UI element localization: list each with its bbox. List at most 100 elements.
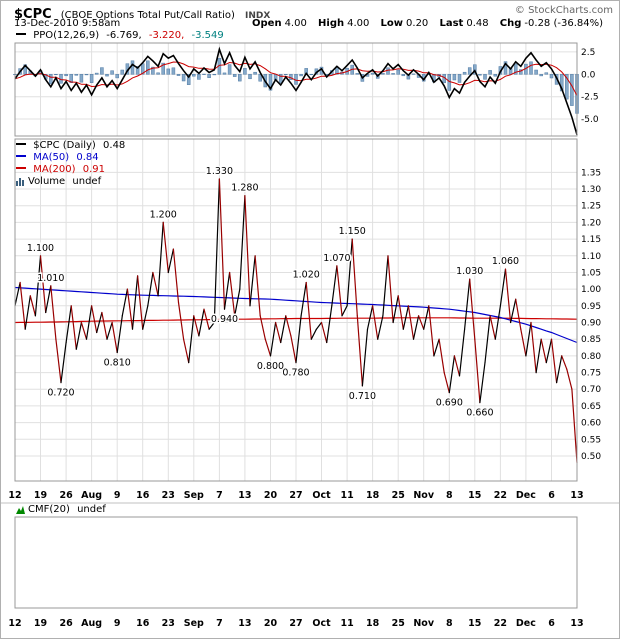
svg-text:0.710: 0.710	[349, 391, 376, 402]
svg-text:20: 20	[264, 490, 278, 501]
price-label: $CPC (Daily)	[33, 140, 96, 151]
svg-text:Dec: Dec	[516, 618, 536, 629]
svg-text:7: 7	[216, 490, 223, 501]
svg-text:13: 13	[238, 490, 251, 501]
svg-text:0.660: 0.660	[466, 408, 493, 419]
volume-icon	[16, 177, 24, 186]
ma200-line-marker	[16, 167, 26, 169]
copyright-text: © StockCharts.com	[514, 5, 613, 16]
svg-text:1.070: 1.070	[323, 253, 350, 264]
svg-text:1.25: 1.25	[581, 202, 601, 212]
volume-label: Volume	[28, 176, 66, 187]
symbol-description: (CBOE Options Total Put/Call Ratio)	[60, 10, 235, 21]
low-label: Low	[380, 18, 404, 29]
svg-text:Oct: Oct	[312, 618, 331, 629]
svg-text:Sep: Sep	[184, 490, 204, 501]
svg-text:-2.5: -2.5	[581, 93, 599, 103]
quote-summary: Open 4.00 High 4.00 Low 0.20 Last 0.48 Chg -0…	[252, 18, 603, 29]
svg-text:7: 7	[216, 618, 223, 629]
chart-datetime: 13-Dec-2010 9:58am	[14, 18, 121, 29]
svg-text:0.800: 0.800	[257, 361, 284, 372]
svg-text:19: 19	[34, 618, 47, 629]
svg-text:Dec: Dec	[516, 490, 536, 501]
svg-text:0.90: 0.90	[581, 319, 601, 329]
svg-text:2.5: 2.5	[581, 48, 595, 58]
svg-text:6: 6	[548, 490, 555, 501]
exchange-label: INDX	[244, 11, 271, 21]
svg-text:0.0: 0.0	[581, 70, 596, 80]
svg-text:16: 16	[136, 490, 150, 501]
cmf-icon	[16, 505, 25, 514]
price-line-marker	[16, 143, 26, 145]
svg-text:1.10: 1.10	[581, 252, 601, 262]
svg-text:0.690: 0.690	[436, 398, 463, 409]
svg-text:0.60: 0.60	[581, 419, 601, 429]
ma50-value: 0.84	[76, 152, 99, 163]
cmf-label: CMF(20)	[28, 504, 70, 515]
svg-text:1.150: 1.150	[339, 226, 366, 237]
svg-text:13: 13	[570, 618, 583, 629]
high-label: High	[318, 18, 345, 29]
svg-text:Sep: Sep	[184, 618, 204, 629]
svg-text:6: 6	[548, 618, 555, 629]
svg-text:1.330: 1.330	[206, 166, 233, 177]
svg-text:1.200: 1.200	[150, 209, 177, 220]
svg-text:25: 25	[392, 490, 405, 501]
svg-text:8: 8	[446, 490, 453, 501]
svg-text:-5.0: -5.0	[581, 115, 599, 125]
svg-text:1.05: 1.05	[581, 269, 601, 279]
ma200-value: 0.91	[82, 164, 105, 175]
svg-text:8: 8	[446, 618, 453, 629]
ppo-value: -6.769,	[106, 30, 142, 41]
ma50-line-marker	[16, 155, 26, 157]
chart-title: $CPC (CBOE Options Total Put/Call Ratio)…	[14, 3, 270, 22]
svg-text:22: 22	[494, 490, 507, 501]
volume-value: undef	[72, 176, 102, 187]
svg-text:22: 22	[494, 618, 507, 629]
svg-text:13: 13	[570, 490, 583, 501]
svg-text:0.65: 0.65	[581, 402, 601, 412]
svg-text:19: 19	[34, 490, 47, 501]
svg-text:9: 9	[114, 490, 121, 501]
ma50-label: MA(50)	[33, 152, 70, 163]
chg-value: -0.28 (-36.84%)	[524, 18, 604, 29]
open-value: 4.00	[284, 18, 307, 29]
ppo-histogram-value: -3.549	[191, 30, 224, 41]
cmf-value: undef	[77, 504, 106, 515]
svg-text:0.70: 0.70	[581, 385, 601, 395]
svg-text:0.55: 0.55	[581, 435, 601, 445]
low-value: 0.20	[406, 18, 429, 29]
svg-text:Aug: Aug	[81, 490, 102, 501]
svg-text:1.100: 1.100	[27, 243, 54, 254]
svg-text:23: 23	[162, 618, 175, 629]
svg-text:Oct: Oct	[312, 490, 331, 501]
svg-text:0.85: 0.85	[581, 335, 601, 345]
svg-text:1.00: 1.00	[581, 285, 601, 295]
high-value: 4.00	[347, 18, 370, 29]
svg-text:18: 18	[366, 490, 380, 501]
svg-text:1.020: 1.020	[293, 270, 320, 281]
svg-text:20: 20	[264, 618, 278, 629]
svg-text:1.010: 1.010	[37, 273, 64, 284]
svg-text:1.20: 1.20	[581, 218, 601, 228]
svg-text:12: 12	[8, 618, 21, 629]
svg-text:0.940: 0.940	[211, 314, 238, 325]
price-legend-row: $CPC (Daily) 0.48	[16, 140, 125, 152]
svg-text:18: 18	[366, 618, 380, 629]
svg-text:1.15: 1.15	[581, 235, 601, 245]
svg-text:25: 25	[392, 618, 405, 629]
ppo-line-marker	[16, 33, 26, 35]
ma200-legend-row: MA(200) 0.91	[16, 164, 125, 176]
ppo-signal-value: -3.220,	[148, 30, 185, 41]
svg-text:15: 15	[468, 490, 481, 501]
svg-text:11: 11	[340, 490, 353, 501]
svg-text:Nov: Nov	[413, 618, 434, 629]
ppo-legend: PPO(12,26,9) -6.769, -3.220, -3.549	[16, 30, 224, 41]
symbol: $CPC	[14, 7, 52, 22]
svg-text:26: 26	[59, 618, 73, 629]
last-label: Last	[439, 18, 464, 29]
ma50-legend-row: MA(50) 0.84	[16, 152, 125, 164]
svg-text:0.810: 0.810	[104, 358, 131, 369]
svg-text:27: 27	[289, 618, 302, 629]
